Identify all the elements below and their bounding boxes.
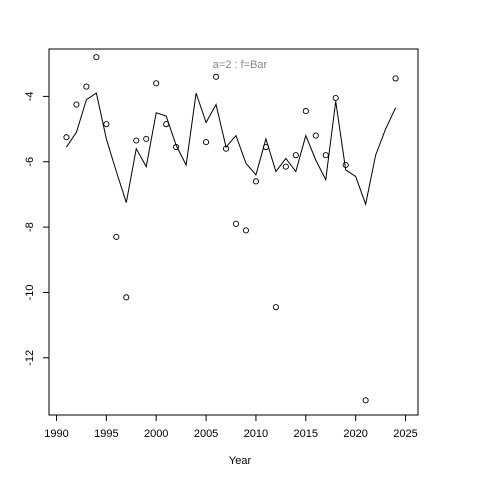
y-tick-label: -6 [24, 157, 36, 167]
data-point [332, 94, 339, 102]
y-tick-label: -12 [24, 350, 36, 366]
plot-frame [48, 48, 419, 416]
x-tick-label: 1990 [44, 428, 68, 440]
y-tick-label: -10 [24, 285, 36, 301]
data-point [123, 294, 130, 301]
data-point [282, 163, 289, 170]
data-point [342, 161, 349, 169]
data-point [312, 132, 319, 139]
data-point [143, 135, 150, 142]
data-point [163, 121, 170, 128]
chart-annotation: a=2 : f=Bar [213, 59, 268, 71]
y-tick-label: -4 [24, 91, 36, 101]
x-tick-label: 1995 [94, 428, 118, 440]
data-point [262, 143, 269, 151]
data-point [252, 178, 259, 185]
data-point [272, 304, 279, 311]
data-point [73, 101, 80, 108]
data-point [212, 73, 220, 80]
x-axis: 1990 1995 2000 2005 2010 2015 2020 2025 [44, 415, 418, 440]
data-point [113, 233, 120, 240]
x-tick-label: 2005 [194, 428, 218, 440]
data-point [392, 75, 399, 82]
data-point [362, 397, 369, 404]
data-point [242, 227, 250, 234]
x-tick-label: 2025 [393, 428, 417, 440]
data-point [133, 137, 140, 144]
x-tick-label: 2015 [294, 428, 318, 440]
data-point [83, 83, 90, 90]
data-point [302, 108, 309, 115]
data-point [292, 152, 299, 159]
data-point [322, 152, 329, 159]
data-point [173, 143, 180, 151]
data-point [222, 145, 230, 152]
x-tick-label: 2000 [144, 428, 168, 440]
data-point [93, 54, 100, 61]
data-point [103, 121, 110, 128]
data-point [63, 134, 70, 141]
x-tick-label: 2010 [244, 428, 268, 440]
series-line [66, 92, 397, 207]
data-point [153, 80, 160, 87]
series-points [63, 54, 399, 404]
data-point [232, 220, 240, 227]
y-tick-label: -8 [24, 222, 36, 232]
data-point [203, 139, 210, 146]
y-axis: -12 -10 -8 -6 -4 [24, 91, 49, 366]
x-axis-label: Year [229, 455, 252, 467]
x-tick-label: 2020 [343, 428, 367, 440]
